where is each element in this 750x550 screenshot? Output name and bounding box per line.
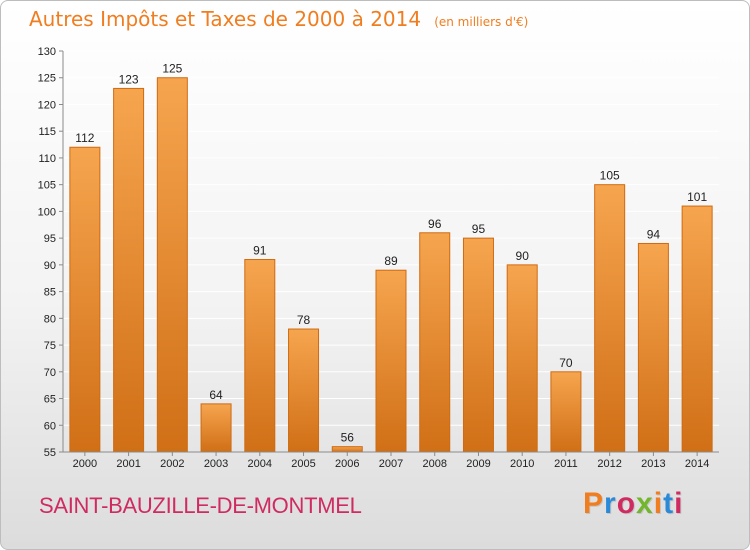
- proxiti-logo-letter: i: [653, 487, 664, 520]
- x-tick-label-2004: 2004: [248, 458, 272, 470]
- bar-2009: [462, 237, 494, 453]
- y-tick-label: 100: [38, 206, 56, 218]
- chart-title-unit: (en milliers d'€): [434, 15, 529, 29]
- proxiti-logo-letter: x: [636, 487, 654, 520]
- proxiti-logo-letter: o: [616, 487, 637, 520]
- bar-2010: [506, 264, 538, 453]
- chart-title-main: Autres Impôts et Taxes de 2000 à 2014: [29, 7, 422, 31]
- y-tick-label: 80: [44, 313, 56, 325]
- y-tick-label: 120: [38, 99, 56, 111]
- bars-layer: [69, 77, 713, 453]
- bar-2000: [69, 146, 101, 453]
- x-tick-label-2013: 2013: [641, 458, 665, 470]
- labels-layer: 112 123 125 64 91 78 56 89 96 95 90 70 105 94 101: [75, 62, 707, 445]
- y-tick-label: 95: [44, 233, 56, 245]
- y-tick-label: 105: [38, 180, 56, 192]
- x-tick-label-2000: 2000: [73, 458, 97, 470]
- data-label-2009: 95: [472, 222, 486, 236]
- bar-2013: [637, 242, 669, 453]
- data-label-2011: 70: [559, 356, 573, 370]
- bar-2003: [200, 403, 232, 453]
- proxiti-logo-letter: P: [583, 487, 605, 520]
- data-label-2004: 91: [253, 244, 267, 258]
- proxiti-logo-letter: i: [674, 487, 684, 520]
- bar-2004: [244, 259, 276, 453]
- y-tick-label: 115: [38, 126, 56, 138]
- commune-name: SAINT-BAUZILLE-DE-MONTMEL: [39, 493, 362, 518]
- bar-2002: [156, 77, 188, 453]
- y-tick-label: 75: [44, 340, 56, 352]
- data-label-2005: 78: [297, 313, 311, 327]
- x-tick-label-2005: 2005: [291, 458, 315, 470]
- x-tick-label-2014: 2014: [685, 458, 709, 470]
- data-label-2000: 112: [75, 131, 94, 145]
- bar-2001: [113, 87, 145, 453]
- data-label-2012: 105: [600, 169, 620, 183]
- x-tick-label-2003: 2003: [204, 458, 228, 470]
- y-tick-label: 70: [44, 367, 56, 379]
- y-tick-label: 60: [44, 420, 56, 432]
- x-tick-label-2012: 2012: [597, 458, 621, 470]
- proxiti-logo-letter: r: [604, 487, 617, 520]
- x-tick-label-2011: 2011: [554, 458, 578, 470]
- bar-2014: [681, 205, 713, 453]
- bar-2012: [594, 184, 626, 453]
- bar-2006: [331, 446, 363, 453]
- proxiti-logo-letter: t: [663, 487, 675, 520]
- x-tick-label-2010: 2010: [510, 458, 534, 470]
- y-tick-label: 125: [38, 73, 56, 85]
- x-tick-label-2002: 2002: [160, 458, 184, 470]
- y-tick-label: 110: [38, 153, 56, 165]
- data-label-2002: 125: [162, 62, 182, 76]
- bar-2008: [419, 232, 451, 453]
- data-label-2010: 90: [516, 249, 530, 263]
- data-label-2001: 123: [119, 72, 139, 86]
- data-label-2007: 89: [384, 254, 398, 268]
- y-tick-label: 55: [44, 447, 56, 459]
- x-tick-label-2001: 2001: [116, 458, 140, 470]
- y-tick-label: 65: [44, 394, 56, 406]
- x-tick-label-2006: 2006: [335, 458, 359, 470]
- x-tick-label-2007: 2007: [379, 458, 403, 470]
- axis-layer: 55 60 65 70 75 80 85 90 95 100 105 110 115 120 125 130 2…: [38, 46, 719, 470]
- y-tick-label: 85: [44, 287, 56, 299]
- bar-2011: [550, 371, 582, 453]
- y-tick-label: 90: [44, 260, 56, 272]
- x-tick-label-2009: 2009: [466, 458, 490, 470]
- y-tick-label: 130: [38, 46, 56, 58]
- proxiti-logo: Proxiti: [583, 487, 683, 521]
- chart-title: Autres Impôts et Taxes de 2000 à 2014 (e…: [29, 7, 528, 31]
- data-label-2008: 96: [428, 217, 442, 231]
- bar-2007: [375, 269, 407, 453]
- data-label-2014: 101: [687, 190, 707, 204]
- data-label-2003: 64: [209, 388, 223, 402]
- data-label-2006: 56: [341, 431, 355, 445]
- x-tick-label-2008: 2008: [422, 458, 446, 470]
- data-label-2013: 94: [647, 227, 661, 241]
- bar-2005: [288, 328, 320, 453]
